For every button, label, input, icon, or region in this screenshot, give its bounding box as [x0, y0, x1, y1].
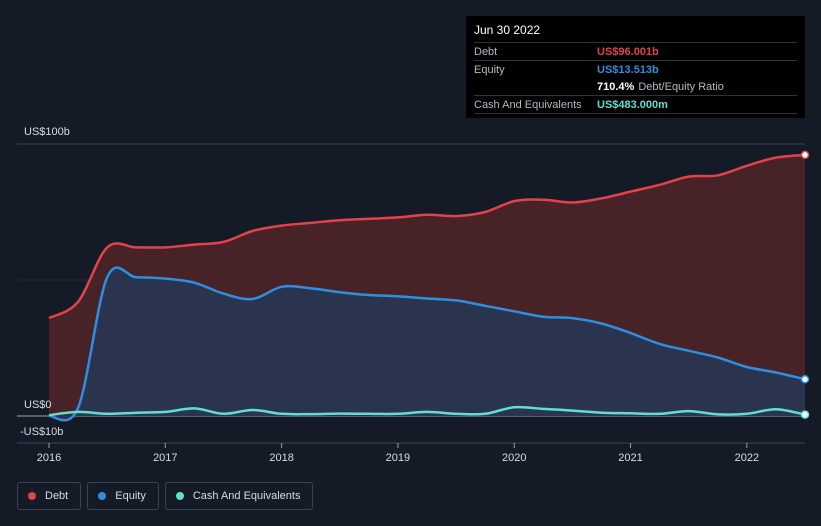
tooltip-debt-value: US$96.001b — [597, 45, 659, 58]
legend-label-cash: Cash And Equivalents — [192, 490, 301, 502]
y-tick-label-100: US$100b — [24, 126, 70, 138]
x-tick-label: 2022 — [735, 452, 759, 464]
x-tick-label: 2019 — [386, 452, 410, 464]
tooltip-debt-label: Debt — [474, 45, 498, 58]
legend-item-cash[interactable]: Cash And Equivalents — [164, 482, 314, 510]
tooltip-equity-row: Equity US$13.513b — [474, 60, 797, 78]
legend-label-debt: Debt — [45, 490, 69, 502]
tooltip-ratio-row: 710.4% Debt/Equity Ratio — [474, 78, 797, 95]
equity-area — [49, 267, 805, 421]
equity-end-marker — [800, 375, 810, 384]
tooltip-ratio-value: 710.4% — [597, 80, 635, 93]
equity-line — [48, 266, 806, 422]
tooltip-debt-row: Debt US$96.001b — [474, 42, 797, 60]
cash-line — [48, 405, 806, 417]
x-tick-label: 2020 — [502, 452, 526, 464]
data-tooltip: Jun 30 2022 Debt US$96.001b Equity US$13… — [466, 16, 805, 118]
cash-end-marker — [800, 410, 810, 419]
legend-item-equity[interactable]: Equity — [87, 482, 159, 510]
x-tick-label: 2021 — [618, 452, 642, 464]
y-tick-label-0: US$0 — [24, 399, 52, 411]
debt-line — [48, 153, 806, 320]
y-tick-label-neg10: -US$10b — [20, 426, 63, 438]
x-tick-label: 2017 — [153, 452, 177, 464]
debt-end-marker — [800, 150, 810, 160]
legend-label-equity: Equity — [115, 490, 146, 502]
legend-dot-equity — [98, 492, 107, 500]
legend-dot-debt — [28, 492, 36, 500]
tooltip-date: Jun 30 2022 — [474, 23, 541, 37]
tooltip-equity-value: US$13.513b — [597, 63, 659, 76]
x-tick-label: 2018 — [269, 452, 293, 464]
legend-dot-cash — [175, 492, 184, 500]
chart-legend: Debt Equity Cash And Equivalents — [17, 482, 314, 510]
tooltip-cash-label: Cash And Equivalents — [474, 98, 582, 111]
tooltip-equity-label: Equity — [474, 63, 505, 76]
tooltip-ratio-label: Debt/Equity Ratio — [638, 80, 724, 93]
tooltip-cash-row: Cash And Equivalents US$483.000m — [474, 95, 797, 114]
tooltip-cash-value: US$483.000m — [597, 98, 668, 111]
x-tick-label: 2016 — [37, 452, 61, 464]
legend-item-debt[interactable]: Debt — [17, 482, 82, 510]
